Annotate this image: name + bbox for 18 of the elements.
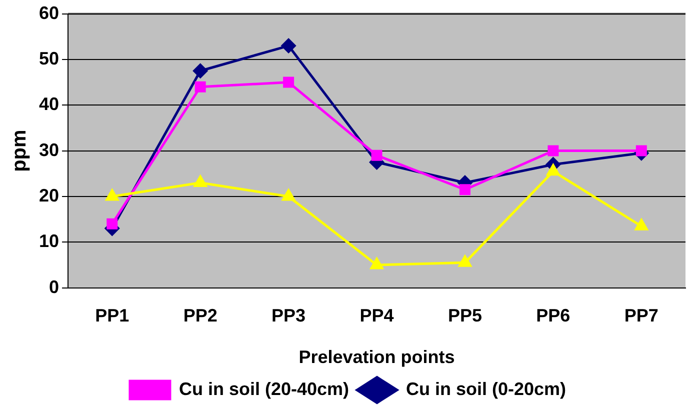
x-tick-label: PP6 — [536, 306, 570, 326]
y-tick-label: 50 — [38, 48, 60, 68]
y-tick-label: 60 — [38, 2, 60, 23]
x-axis-title: Prelevation points — [298, 347, 455, 368]
y-tick-label: 10 — [38, 231, 60, 252]
legend-label: Cu in soil (20-40cm) — [178, 378, 350, 399]
x-tick-label: PP2 — [183, 306, 218, 326]
x-tick-label: PP5 — [448, 306, 482, 326]
x-tick-label: PP7 — [624, 306, 658, 326]
x-tick-label: PP4 — [360, 306, 394, 326]
y-tick-label: 0 — [49, 276, 60, 297]
x-tick-label: PP1 — [95, 306, 130, 326]
y-tick-label: 40 — [38, 94, 60, 114]
legend-label: Cu in soil (0-20cm) — [406, 378, 566, 399]
y-axis-title: ppm — [8, 130, 31, 172]
y-tick-label: 30 — [38, 140, 60, 160]
x-tick-label: PP3 — [272, 306, 306, 326]
y-tick-label: 20 — [38, 185, 60, 206]
